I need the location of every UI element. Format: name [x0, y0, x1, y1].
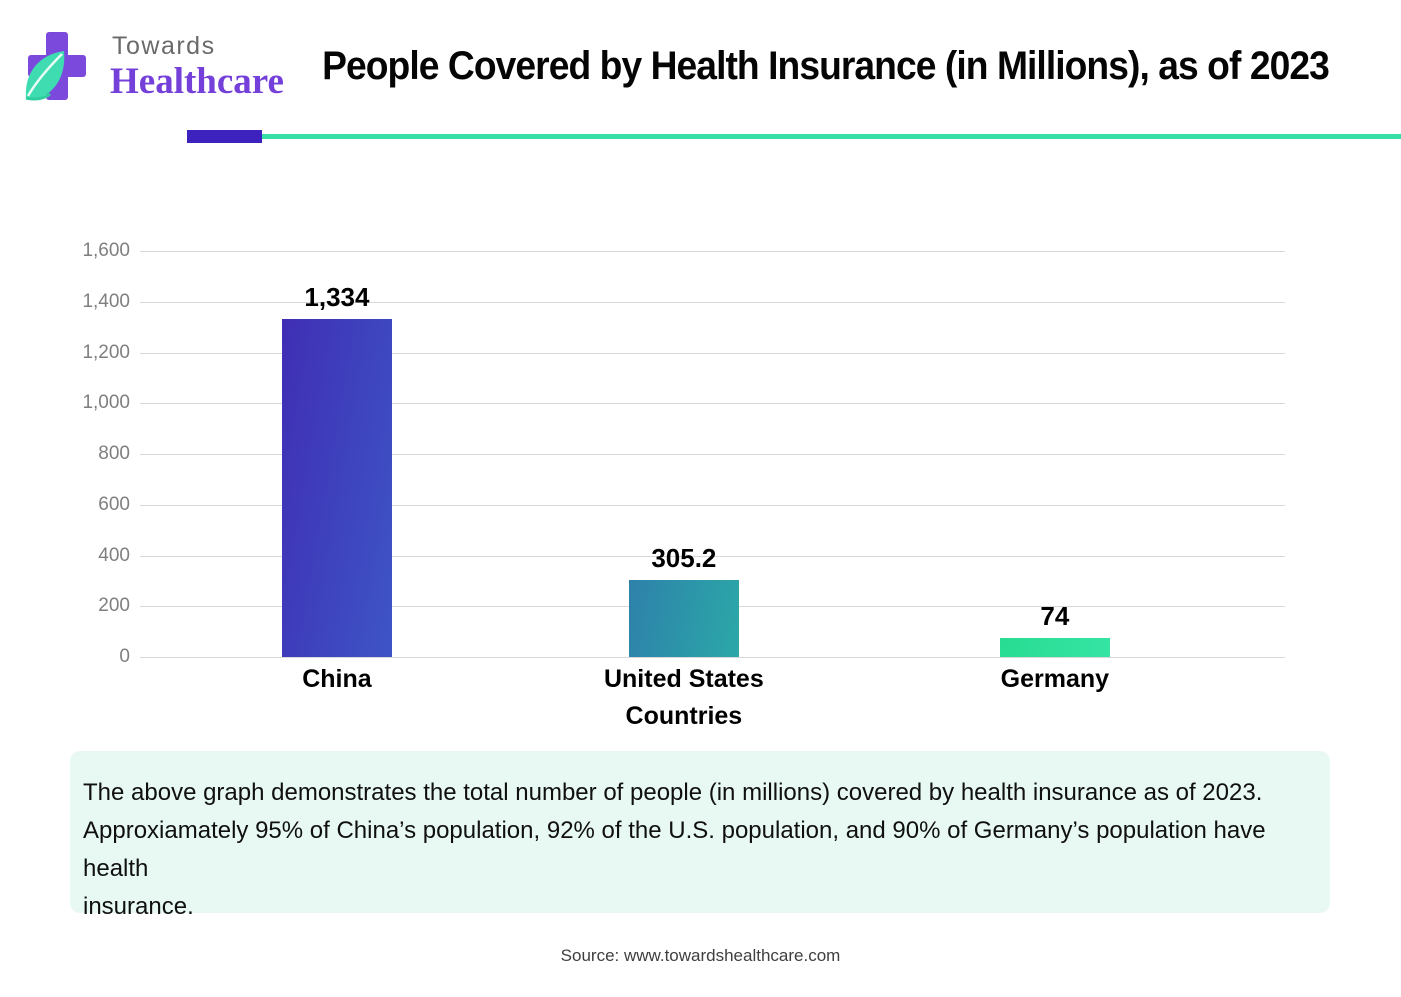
- bar-germany: [999, 638, 1110, 657]
- y-tick-label: 1,200: [82, 341, 130, 363]
- plot-area: 1,334 305.2 74: [140, 251, 1285, 658]
- bar-china: [281, 318, 392, 657]
- note-line-2: Approxiamately 95% of China’s population…: [83, 817, 1266, 882]
- divider-line: [262, 134, 1401, 139]
- y-tick-label: 800: [98, 443, 130, 464]
- y-tick-label: 600: [98, 493, 130, 515]
- bar-united-states: [628, 579, 739, 657]
- gridline: [140, 251, 1285, 252]
- x-axis-title: Countries: [625, 702, 743, 730]
- y-tick-label: 1,000: [82, 392, 130, 414]
- y-tick-label: 200: [98, 595, 130, 617]
- note-line-1: The above graph demonstrates the total n…: [83, 779, 1263, 806]
- source-text: Source: www.towardshealthcare.com: [560, 946, 841, 965]
- data-label-united-states: 305.2: [651, 542, 717, 573]
- category-label-germany: Germany: [1000, 665, 1110, 693]
- data-label-china: 1,334: [304, 281, 370, 312]
- data-label-germany: 74: [1040, 601, 1070, 632]
- y-axis-labels: 0 200 400 600 800 1,000 1,200 1,400 1,600: [0, 240, 130, 667]
- gridline: [140, 555, 1285, 557]
- y-tick-label: 1,400: [82, 290, 130, 312]
- y-tick-label: 400: [98, 544, 130, 566]
- y-tick-label: 0: [119, 646, 130, 667]
- gridline: [140, 403, 1285, 405]
- chart-title: People Covered by Health Insurance (in M…: [322, 44, 1330, 88]
- category-label-united-states: United States: [603, 665, 764, 693]
- leaf-icon: [25, 51, 65, 101]
- divider-accent-bar: [187, 130, 262, 143]
- y-tick-label: 1,600: [82, 240, 130, 261]
- gridline: [140, 301, 1285, 303]
- logo-text-towards: Towards: [112, 32, 216, 60]
- gridline: [140, 657, 1285, 658]
- gridline: [140, 504, 1285, 506]
- note-box: The above graph demonstrates the total n…: [70, 751, 1330, 920]
- logo-text-healthcare: Healthcare: [110, 61, 284, 102]
- note-line-3: insurance.: [83, 893, 194, 920]
- towards-healthcare-logo: Towards Healthcare: [24, 26, 284, 111]
- gridline: [140, 454, 1285, 455]
- gridline: [140, 352, 1285, 354]
- x-axis-title-row: Countries: [140, 702, 1285, 736]
- x-axis-category-labels: China United States Germany: [140, 665, 1285, 699]
- category-label-china: China: [302, 665, 372, 693]
